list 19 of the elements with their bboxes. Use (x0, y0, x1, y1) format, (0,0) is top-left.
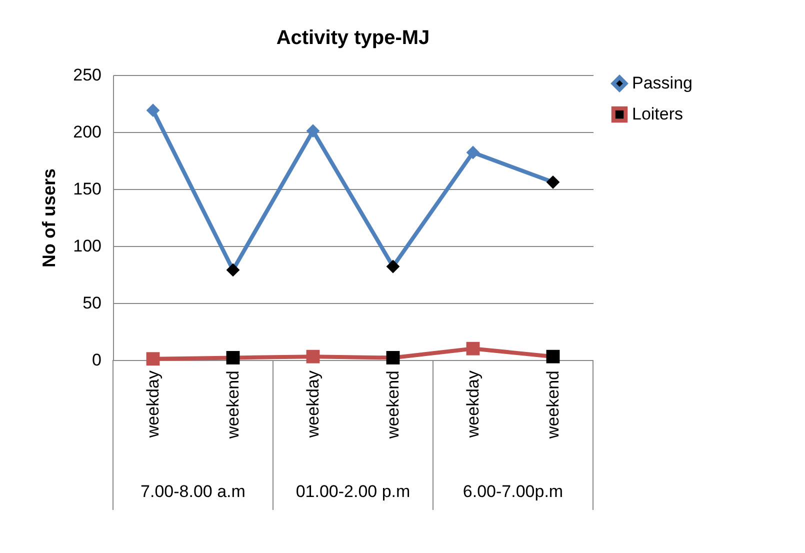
y-tick-label: 150 (73, 180, 102, 198)
y-axis-title: No of users (39, 168, 60, 268)
text: 6.00-7.00p.m (462, 482, 564, 501)
x-tick-label: weekend (544, 370, 562, 440)
x-tick-label: weekday (304, 370, 322, 439)
text: 01.00-2.00 p.m (296, 482, 410, 501)
y-tick-label: 200 (73, 122, 102, 142)
x-tick-label: weekday (464, 370, 482, 439)
y-tick-label: 50 (82, 294, 102, 312)
legend-label: Passing (632, 74, 692, 92)
x-tick-label: weekday (144, 370, 162, 439)
chart-title: Activity type-MJ (276, 27, 430, 49)
y-tick-label: 100 (73, 236, 102, 256)
y-tick-label: 250 (73, 66, 102, 84)
x-tick-label: weekend (384, 370, 402, 440)
text: 7.00-8.00 a.m (140, 482, 246, 501)
x-tick-label: weekend (224, 370, 242, 440)
y-tick-label: 0 (92, 350, 102, 370)
legend-label: Loiters (632, 104, 684, 124)
